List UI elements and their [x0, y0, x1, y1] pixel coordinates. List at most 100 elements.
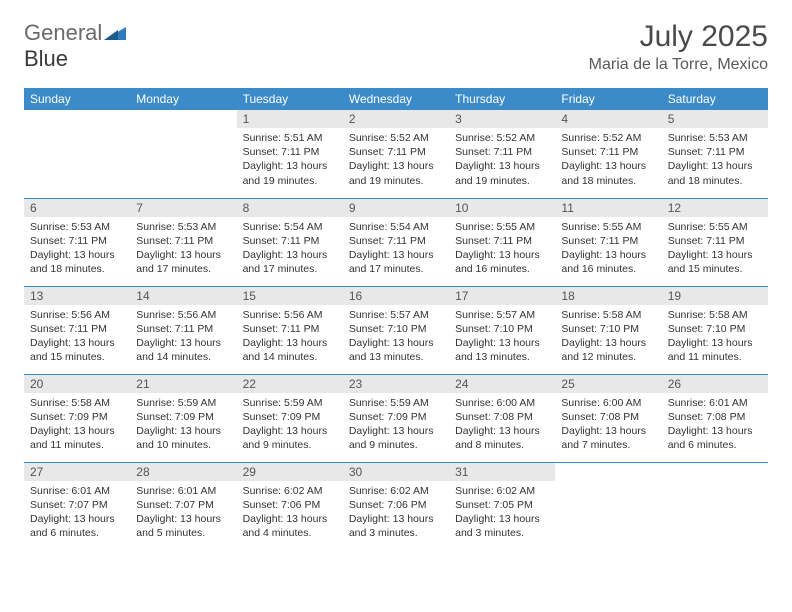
calendar-cell — [662, 462, 768, 550]
day-number: 30 — [343, 463, 449, 481]
calendar-cell — [555, 462, 661, 550]
calendar-cell: 10Sunrise: 5:55 AMSunset: 7:11 PMDayligh… — [449, 198, 555, 286]
logo: GeneralBlue — [24, 20, 126, 72]
day-content: Sunrise: 5:59 AMSunset: 7:09 PMDaylight:… — [237, 393, 343, 457]
weekday-header: Sunday — [24, 88, 130, 110]
day-content: Sunrise: 5:58 AMSunset: 7:09 PMDaylight:… — [24, 393, 130, 457]
calendar-cell: 30Sunrise: 6:02 AMSunset: 7:06 PMDayligh… — [343, 462, 449, 550]
day-number: 23 — [343, 375, 449, 393]
day-number: 6 — [24, 199, 130, 217]
day-content: Sunrise: 5:56 AMSunset: 7:11 PMDaylight:… — [237, 305, 343, 369]
calendar-cell: 11Sunrise: 5:55 AMSunset: 7:11 PMDayligh… — [555, 198, 661, 286]
day-number: 11 — [555, 199, 661, 217]
calendar-cell: 15Sunrise: 5:56 AMSunset: 7:11 PMDayligh… — [237, 286, 343, 374]
day-content: Sunrise: 5:59 AMSunset: 7:09 PMDaylight:… — [343, 393, 449, 457]
calendar-row: 20Sunrise: 5:58 AMSunset: 7:09 PMDayligh… — [24, 374, 768, 462]
day-number: 4 — [555, 110, 661, 128]
calendar-cell: 21Sunrise: 5:59 AMSunset: 7:09 PMDayligh… — [130, 374, 236, 462]
logo-text: GeneralBlue — [24, 20, 126, 72]
day-content: Sunrise: 5:55 AMSunset: 7:11 PMDaylight:… — [555, 217, 661, 281]
day-number: 17 — [449, 287, 555, 305]
day-content: Sunrise: 5:55 AMSunset: 7:11 PMDaylight:… — [449, 217, 555, 281]
day-content: Sunrise: 6:01 AMSunset: 7:07 PMDaylight:… — [130, 481, 236, 545]
day-content: Sunrise: 6:01 AMSunset: 7:07 PMDaylight:… — [24, 481, 130, 545]
weekday-header: Tuesday — [237, 88, 343, 110]
calendar-row: 13Sunrise: 5:56 AMSunset: 7:11 PMDayligh… — [24, 286, 768, 374]
day-content: Sunrise: 5:58 AMSunset: 7:10 PMDaylight:… — [662, 305, 768, 369]
header: GeneralBlue July 2025 Maria de la Torre,… — [24, 20, 768, 74]
calendar-head: SundayMondayTuesdayWednesdayThursdayFrid… — [24, 88, 768, 110]
day-content: Sunrise: 5:53 AMSunset: 7:11 PMDaylight:… — [130, 217, 236, 281]
weekday-header: Monday — [130, 88, 236, 110]
calendar-cell: 4Sunrise: 5:52 AMSunset: 7:11 PMDaylight… — [555, 110, 661, 198]
day-number: 12 — [662, 199, 768, 217]
calendar-cell: 6Sunrise: 5:53 AMSunset: 7:11 PMDaylight… — [24, 198, 130, 286]
day-content: Sunrise: 5:53 AMSunset: 7:11 PMDaylight:… — [24, 217, 130, 281]
calendar-cell: 19Sunrise: 5:58 AMSunset: 7:10 PMDayligh… — [662, 286, 768, 374]
day-content: Sunrise: 6:02 AMSunset: 7:05 PMDaylight:… — [449, 481, 555, 545]
day-content: Sunrise: 5:56 AMSunset: 7:11 PMDaylight:… — [24, 305, 130, 369]
calendar-cell: 17Sunrise: 5:57 AMSunset: 7:10 PMDayligh… — [449, 286, 555, 374]
day-number: 18 — [555, 287, 661, 305]
calendar-row: 6Sunrise: 5:53 AMSunset: 7:11 PMDaylight… — [24, 198, 768, 286]
calendar-cell: 31Sunrise: 6:02 AMSunset: 7:05 PMDayligh… — [449, 462, 555, 550]
day-number: 9 — [343, 199, 449, 217]
day-number: 24 — [449, 375, 555, 393]
calendar-cell: 2Sunrise: 5:52 AMSunset: 7:11 PMDaylight… — [343, 110, 449, 198]
day-number: 1 — [237, 110, 343, 128]
calendar-cell: 5Sunrise: 5:53 AMSunset: 7:11 PMDaylight… — [662, 110, 768, 198]
calendar-cell: 12Sunrise: 5:55 AMSunset: 7:11 PMDayligh… — [662, 198, 768, 286]
calendar-cell: 7Sunrise: 5:53 AMSunset: 7:11 PMDaylight… — [130, 198, 236, 286]
logo-part1: General — [24, 20, 102, 45]
day-number: 27 — [24, 463, 130, 481]
day-content: Sunrise: 5:57 AMSunset: 7:10 PMDaylight:… — [449, 305, 555, 369]
weekday-header: Thursday — [449, 88, 555, 110]
calendar-cell: 24Sunrise: 6:00 AMSunset: 7:08 PMDayligh… — [449, 374, 555, 462]
calendar-cell: 9Sunrise: 5:54 AMSunset: 7:11 PMDaylight… — [343, 198, 449, 286]
calendar-cell: 22Sunrise: 5:59 AMSunset: 7:09 PMDayligh… — [237, 374, 343, 462]
day-number: 20 — [24, 375, 130, 393]
day-content: Sunrise: 6:00 AMSunset: 7:08 PMDaylight:… — [555, 393, 661, 457]
calendar-row: 1Sunrise: 5:51 AMSunset: 7:11 PMDaylight… — [24, 110, 768, 198]
calendar-cell: 13Sunrise: 5:56 AMSunset: 7:11 PMDayligh… — [24, 286, 130, 374]
calendar-cell: 25Sunrise: 6:00 AMSunset: 7:08 PMDayligh… — [555, 374, 661, 462]
weekday-header: Saturday — [662, 88, 768, 110]
day-number: 16 — [343, 287, 449, 305]
day-number: 31 — [449, 463, 555, 481]
calendar-body: 1Sunrise: 5:51 AMSunset: 7:11 PMDaylight… — [24, 110, 768, 550]
logo-part2: Blue — [24, 46, 68, 71]
day-content: Sunrise: 5:59 AMSunset: 7:09 PMDaylight:… — [130, 393, 236, 457]
day-content: Sunrise: 5:55 AMSunset: 7:11 PMDaylight:… — [662, 217, 768, 281]
calendar-cell: 27Sunrise: 6:01 AMSunset: 7:07 PMDayligh… — [24, 462, 130, 550]
calendar-cell — [130, 110, 236, 198]
day-number: 13 — [24, 287, 130, 305]
calendar-cell: 26Sunrise: 6:01 AMSunset: 7:08 PMDayligh… — [662, 374, 768, 462]
calendar-cell: 23Sunrise: 5:59 AMSunset: 7:09 PMDayligh… — [343, 374, 449, 462]
weekday-header: Wednesday — [343, 88, 449, 110]
calendar-cell: 3Sunrise: 5:52 AMSunset: 7:11 PMDaylight… — [449, 110, 555, 198]
day-number: 21 — [130, 375, 236, 393]
day-number: 19 — [662, 287, 768, 305]
day-number: 29 — [237, 463, 343, 481]
calendar-row: 27Sunrise: 6:01 AMSunset: 7:07 PMDayligh… — [24, 462, 768, 550]
day-content: Sunrise: 5:58 AMSunset: 7:10 PMDaylight:… — [555, 305, 661, 369]
weekday-header: Friday — [555, 88, 661, 110]
location: Maria de la Torre, Mexico — [589, 56, 768, 74]
month-title: July 2025 — [589, 20, 768, 54]
day-number: 22 — [237, 375, 343, 393]
day-content: Sunrise: 5:56 AMSunset: 7:11 PMDaylight:… — [130, 305, 236, 369]
calendar: SundayMondayTuesdayWednesdayThursdayFrid… — [24, 88, 768, 550]
calendar-cell — [24, 110, 130, 198]
day-number: 2 — [343, 110, 449, 128]
day-number: 14 — [130, 287, 236, 305]
day-content: Sunrise: 6:02 AMSunset: 7:06 PMDaylight:… — [237, 481, 343, 545]
calendar-cell: 20Sunrise: 5:58 AMSunset: 7:09 PMDayligh… — [24, 374, 130, 462]
day-number: 7 — [130, 199, 236, 217]
calendar-cell: 1Sunrise: 5:51 AMSunset: 7:11 PMDaylight… — [237, 110, 343, 198]
day-content: Sunrise: 6:00 AMSunset: 7:08 PMDaylight:… — [449, 393, 555, 457]
day-number: 3 — [449, 110, 555, 128]
day-number: 10 — [449, 199, 555, 217]
day-content: Sunrise: 5:54 AMSunset: 7:11 PMDaylight:… — [343, 217, 449, 281]
day-content: Sunrise: 5:53 AMSunset: 7:11 PMDaylight:… — [662, 128, 768, 192]
day-content: Sunrise: 6:01 AMSunset: 7:08 PMDaylight:… — [662, 393, 768, 457]
